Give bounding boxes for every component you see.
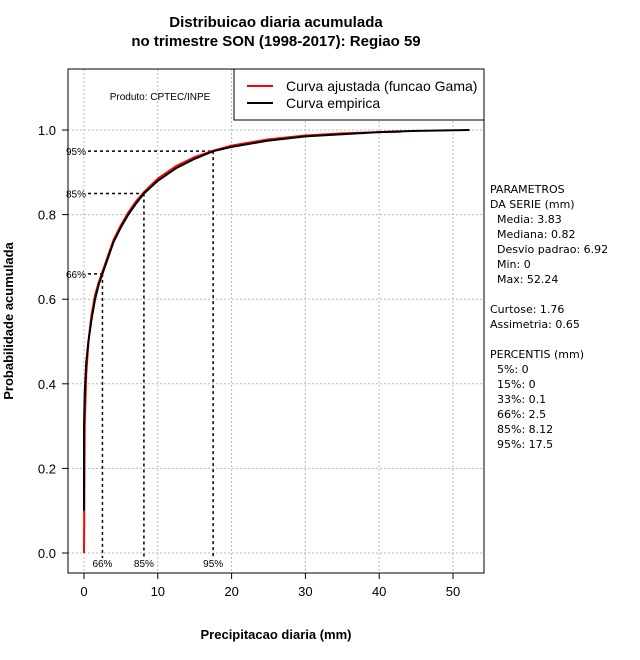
stat-line: 95%: 17.5 [490, 438, 554, 451]
stat-line: Min: 0 [490, 258, 531, 271]
percentile-y-label: 85% [66, 189, 86, 200]
x-tick-label: 20 [224, 584, 238, 599]
plot-frame [67, 68, 485, 574]
y-tick-label: 0.6 [38, 292, 56, 307]
y-tick-label: 0.2 [38, 461, 56, 476]
statistics-panel: PARAMETROS DA SERIE (mm) Media: 3.83 Medi… [490, 182, 608, 452]
percentile-x-label: 95% [203, 559, 223, 570]
x-tick-label: 10 [151, 584, 165, 599]
legend-label: Curva ajustada (funcao Gama) [286, 78, 477, 94]
fitted-gamma-curve [83, 130, 402, 554]
x-tick-label: 40 [372, 584, 386, 599]
stat-line: 33%: 0.1 [490, 393, 547, 406]
y-axis-label: Probabilidade acumulada [1, 241, 16, 399]
x-tick-label: 0 [80, 584, 87, 599]
empirical-curve [83, 129, 470, 511]
product-note: Produto: CPTEC/INPE [110, 92, 211, 103]
stat-line: 15%: 0 [490, 378, 536, 391]
stat-line: 85%: 8.12 [490, 423, 554, 436]
stat-line [490, 332, 608, 347]
percentile-x-label: 85% [134, 559, 154, 570]
x-axis-label: Precipitacao diaria (mm) [201, 627, 352, 642]
stat-line: Max: 52.24 [490, 273, 559, 286]
stat-line: 5%: 0 [490, 363, 529, 376]
percentile-y-label: 95% [66, 147, 86, 158]
legend-label: Curva empirica [286, 95, 380, 111]
percentile-y-label: 66% [66, 270, 86, 281]
percentile-x-label: 66% [92, 559, 112, 570]
stat-line [490, 287, 608, 302]
legend-box [233, 68, 485, 121]
stat-line: Desvio padrao: 6.92 [490, 243, 609, 256]
chart-title: no trimestre SON (1998-2017): Regiao 59 [131, 33, 420, 50]
stat-line: Assimetria: 0.65 [490, 318, 580, 331]
x-tick-label: 50 [446, 584, 460, 599]
stat-line: PARAMETROS [490, 183, 565, 196]
y-tick-label: 0.8 [38, 208, 56, 223]
y-tick-label: 0.4 [38, 377, 56, 392]
x-tick-label: 30 [298, 584, 312, 599]
stat-line: PERCENTIS (mm) [490, 348, 584, 361]
chart-title: Distribuicao diaria acumulada [169, 14, 383, 31]
stat-line: Mediana: 0.82 [490, 228, 576, 241]
stat-line: DA SERIE (mm) [490, 198, 575, 211]
stat-line: Media: 3.83 [490, 213, 562, 226]
stat-line: 66%: 2.5 [490, 408, 547, 421]
stat-line: Curtose: 1.76 [490, 303, 565, 316]
y-tick-label: 0.0 [38, 546, 56, 561]
y-tick-label: 1.0 [38, 123, 56, 138]
